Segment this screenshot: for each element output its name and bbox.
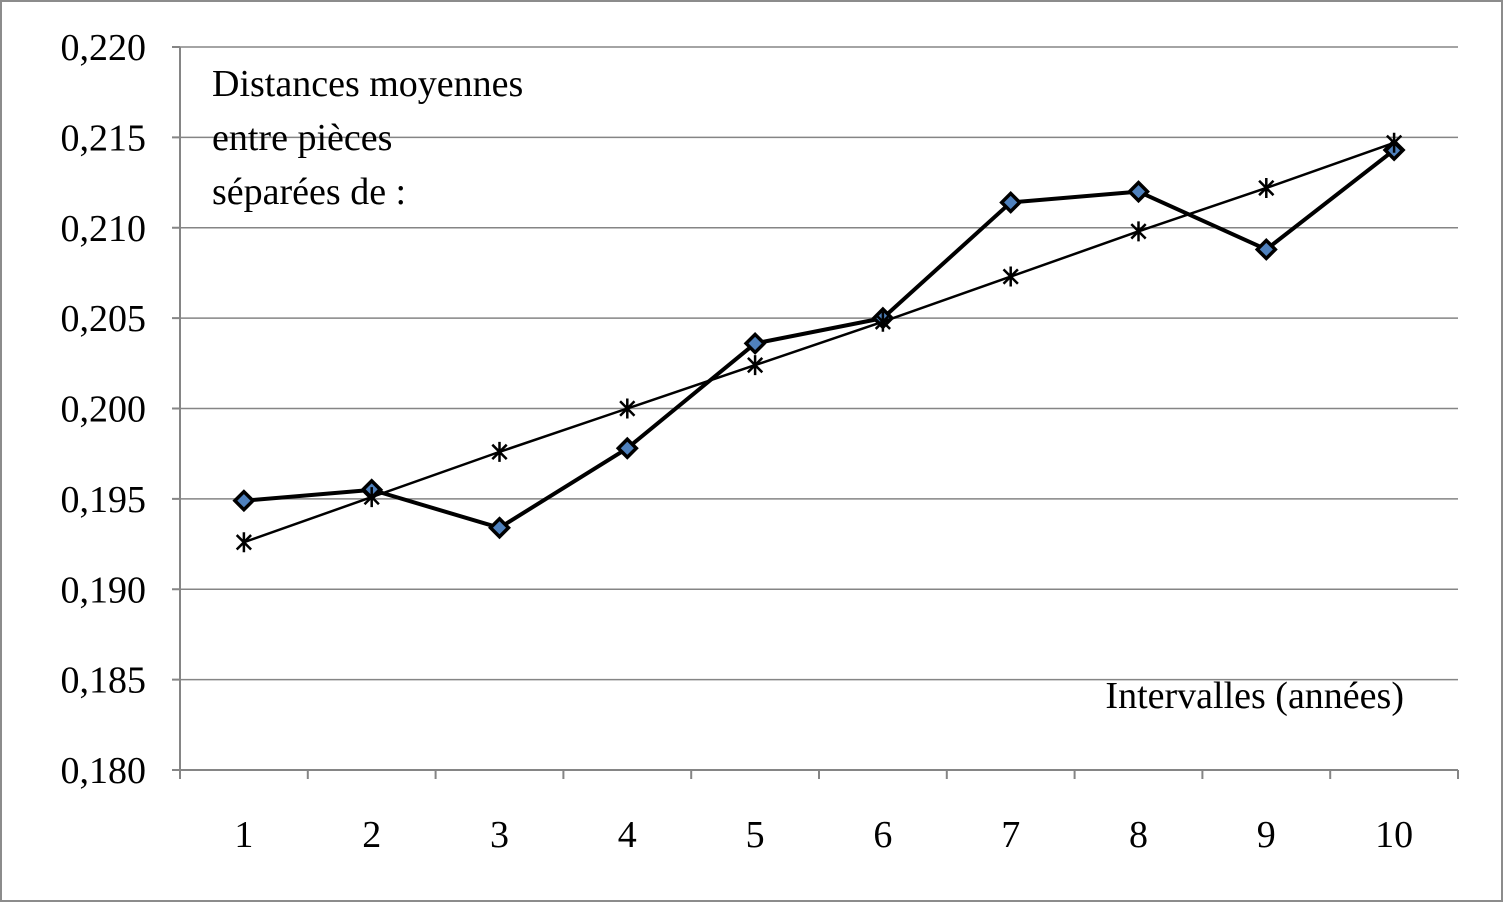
chart-title: Distances moyennes entre pièces séparées d…	[212, 63, 523, 213]
data-point-diamond	[999, 190, 1023, 214]
y-tick-label: 0,185	[61, 660, 147, 702]
x-tick-label: 6	[873, 814, 892, 856]
series-star	[235, 132, 1403, 553]
data-point-diamond	[232, 489, 256, 513]
data-point-diamond	[615, 436, 639, 460]
data-point-diamond	[743, 331, 767, 355]
x-tick-label: 3	[490, 814, 509, 856]
x-tick-label: 9	[1257, 814, 1276, 856]
series-line-diamond	[243, 148, 1396, 530]
chart-title-line: Distances moyennes	[212, 63, 523, 105]
data-point-star	[747, 355, 764, 376]
x-tick-labels: 1 2 3 4 5 6 7 8 9 10	[234, 814, 1413, 856]
data-point-diamond	[1254, 237, 1278, 261]
chart-title-line: séparées de :	[212, 171, 406, 213]
series-line-star	[243, 141, 1395, 544]
data-point-star	[619, 398, 636, 419]
chart-title-line: entre pièces	[212, 117, 392, 159]
data-point-star	[1258, 177, 1275, 198]
y-tick-label: 0,215	[61, 117, 147, 159]
x-tick-label: 4	[618, 814, 637, 856]
y-tick-label: 0,210	[61, 208, 147, 250]
y-tick-label: 0,205	[61, 298, 147, 340]
data-point-diamond	[1127, 180, 1150, 204]
data-point-star	[874, 311, 891, 332]
x-tick-label: 5	[746, 814, 765, 856]
y-tick-labels: 0,180 0,185 0,190 0,195 0,200 0,205 0,210 0,215…	[61, 27, 147, 792]
data-point-star	[1130, 221, 1147, 242]
data-point-diamond	[488, 516, 511, 540]
y-tick-label: 0,200	[61, 389, 147, 431]
data-point-star	[363, 487, 380, 508]
x-tick-label: 2	[362, 814, 381, 856]
axes	[172, 46, 1459, 779]
x-tick-label: 7	[1001, 814, 1020, 856]
gridlines	[180, 46, 1458, 681]
data-point-star	[1386, 132, 1403, 153]
y-tick-label: 0,180	[61, 750, 147, 792]
y-tick-label: 0,195	[61, 479, 147, 521]
series-layer	[232, 132, 1406, 553]
data-point-star	[235, 532, 252, 553]
x-tick-label: 1	[234, 814, 253, 856]
data-point-star	[491, 441, 508, 462]
x-axis-label: Intervalles (années)	[1105, 675, 1404, 717]
x-tick-label: 10	[1375, 814, 1413, 856]
data-point-star	[1002, 266, 1019, 287]
y-tick-label: 0,220	[61, 27, 147, 69]
y-tick-label: 0,190	[61, 569, 147, 611]
x-tick-label: 8	[1129, 814, 1148, 856]
